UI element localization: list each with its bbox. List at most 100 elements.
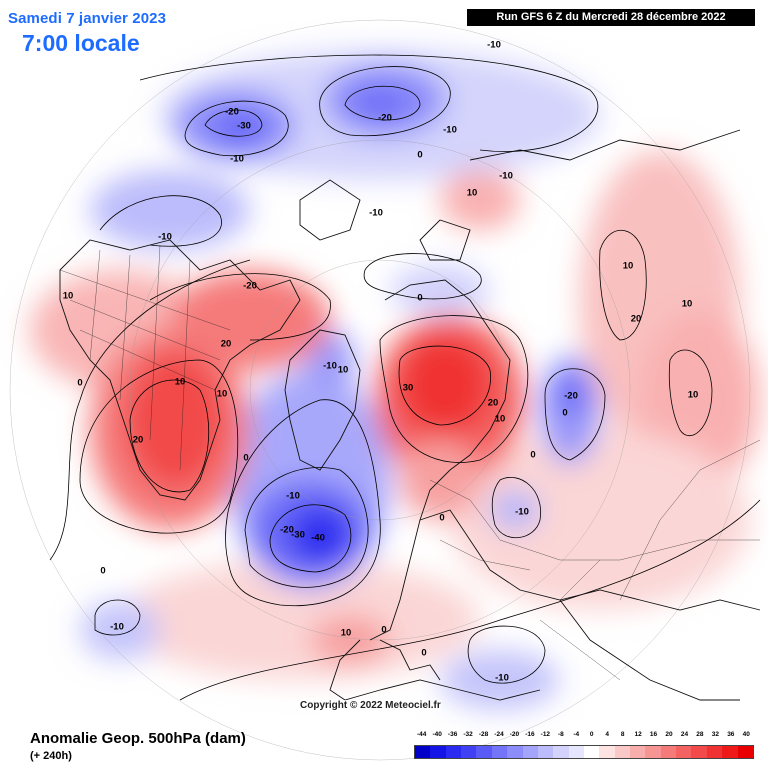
contour-label: -30 — [291, 530, 305, 541]
contour-label: -10 — [158, 232, 172, 243]
legend-swatch — [491, 746, 508, 758]
legend-swatch — [553, 746, 569, 758]
legend-label: 8 — [620, 731, 625, 738]
contour-label: -10 — [369, 208, 383, 219]
legend-label: 32 — [711, 731, 719, 738]
contour-label: -20 — [564, 391, 578, 402]
legend-swatch — [445, 746, 462, 758]
contour-label: 10 — [63, 291, 74, 302]
legend-swatch — [645, 746, 661, 758]
contour-label: 10 — [338, 365, 349, 376]
legend-label: -28 — [478, 731, 489, 738]
legend-swatch — [722, 746, 738, 758]
contour-label: 0 — [381, 625, 386, 636]
contour-label: -10 — [499, 171, 513, 182]
legend-swatch — [507, 746, 523, 758]
contour-label: 20 — [221, 339, 232, 350]
contour-label: -10 — [515, 507, 529, 518]
contour-label: -20 — [378, 113, 392, 124]
legend-label: -8 — [557, 731, 564, 738]
contour-label: -10 — [323, 361, 337, 372]
legend-swatch — [568, 746, 584, 758]
contour-label: -20 — [225, 107, 239, 118]
contour-label: -40 — [311, 533, 325, 544]
contour-label: 0 — [439, 513, 444, 524]
contour-label: 0 — [562, 408, 567, 419]
legend-label: 28 — [696, 731, 704, 738]
contour-label: 0 — [77, 378, 82, 389]
contour-label: 0 — [243, 453, 248, 464]
contour-label: -10 — [230, 154, 244, 165]
anomaly-fill — [30, 50, 760, 710]
contour-lines — [49, 54, 761, 701]
contour-label: 20 — [488, 398, 499, 409]
legend-label: -16 — [525, 731, 535, 738]
field-title: Anomalie Geop. 500hPa (dam) — [30, 730, 246, 747]
legend-swatch — [522, 746, 538, 758]
contour-label: -10 — [286, 491, 300, 502]
contour-label: 10 — [682, 299, 693, 310]
legend-label: -40 — [432, 731, 442, 738]
contour-label: 10 — [688, 390, 699, 401]
legend-swatch — [676, 746, 692, 758]
contour-label: -10 — [443, 125, 457, 136]
legend-label: 12 — [634, 731, 642, 738]
contour-label: 20 — [133, 435, 144, 446]
legend-label: 0 — [589, 731, 594, 738]
valid-date: Samedi 7 janvier 2023 — [8, 10, 167, 27]
legend-label: -4 — [573, 731, 580, 738]
contour-label: -10 — [487, 40, 501, 51]
legend-swatch — [583, 746, 600, 758]
copyright: Copyright © 2022 Meteociel.fr — [300, 700, 441, 711]
legend-bar — [414, 745, 754, 759]
contour-label: -30 — [237, 121, 251, 132]
contour-label: 10 — [495, 414, 506, 425]
contour-label: 10 — [467, 188, 478, 199]
run-info: Run GFS 6 Z du Mercredi 28 décembre 2022 — [467, 9, 755, 26]
legend-swatch — [737, 746, 753, 758]
legend-label: -44 — [417, 731, 427, 738]
legend-swatch — [691, 746, 707, 758]
legend-label: 4 — [605, 731, 609, 738]
legend-swatch — [599, 746, 615, 758]
legend-swatch — [706, 746, 723, 758]
lead-time: (+ 240h) — [30, 750, 72, 762]
legend-label: -20 — [509, 731, 520, 738]
contour-label: 0 — [417, 150, 422, 161]
contour-label: 0 — [417, 293, 422, 304]
legend-label: 36 — [727, 731, 735, 738]
legend-swatch — [614, 746, 631, 758]
contour-label: 10 — [217, 389, 228, 400]
contour-label: 10 — [623, 261, 634, 272]
legend-label: -36 — [447, 731, 458, 738]
contour-label: 0 — [421, 648, 426, 659]
contour-label: -10 — [110, 622, 124, 633]
contour-label: 20 — [631, 314, 642, 325]
contour-label: 10 — [175, 377, 186, 388]
legend-swatch — [430, 746, 446, 758]
legend-swatch — [660, 746, 677, 758]
contour-labels: -20-30-10-20-10-10-10-100-1001010-200201… — [63, 40, 699, 684]
country-borders — [429, 439, 761, 681]
legend-label: 40 — [742, 731, 750, 738]
legend-labels: -44 -40 -36 -32 -28 -24 -20 -16 -12 -8 -4 0 4 8 12 16 20… — [414, 731, 754, 741]
legend-label: -12 — [540, 731, 551, 738]
contour-label: -10 — [495, 673, 509, 684]
legend-swatch — [630, 746, 646, 758]
contour-label: 0 — [100, 566, 105, 577]
contour-label: -20 — [280, 525, 294, 536]
legend-swatch — [476, 746, 492, 758]
contour-label: 30 — [403, 383, 414, 394]
color-legend: -44 -40 -36 -32 -28 -24 -20 -16 -12 -8 -4 0 4 8 12 16 20… — [414, 731, 754, 761]
legend-label: -32 — [463, 731, 473, 738]
legend-swatch — [415, 746, 431, 758]
us-borders — [59, 244, 231, 471]
legend-label: 20 — [665, 731, 673, 738]
legend-label: -24 — [494, 731, 504, 738]
contour-label: 10 — [341, 628, 352, 639]
legend-swatch — [537, 746, 554, 758]
legend-label: 24 — [680, 731, 689, 738]
legend-label: 16 — [649, 731, 658, 738]
valid-time: 7:00 locale — [22, 30, 140, 56]
